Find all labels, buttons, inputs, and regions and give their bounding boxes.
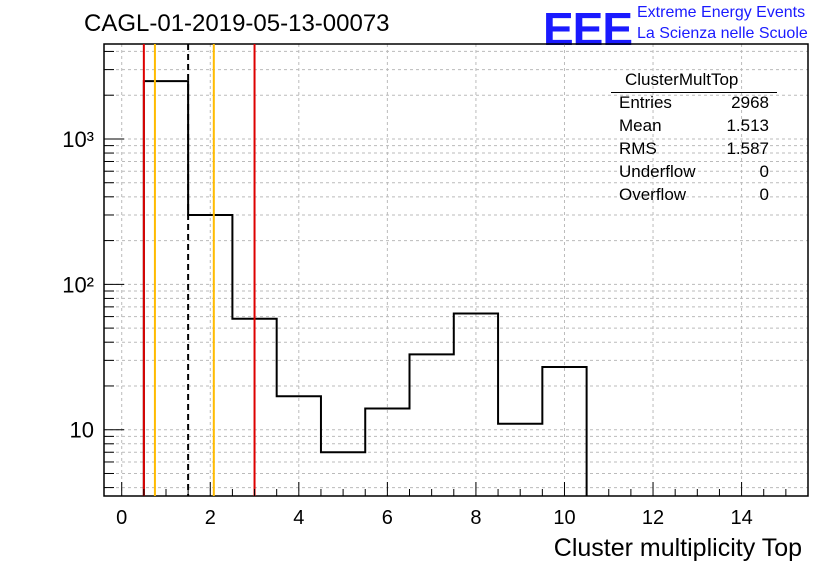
stats-value: 1.513 xyxy=(726,116,769,135)
eee-logo: EEE xyxy=(543,3,633,55)
stats-title: ClusterMultTop xyxy=(625,70,739,89)
x-tick-label: 2 xyxy=(205,507,216,529)
stats-label: Overflow xyxy=(619,185,687,204)
y-tick-label: 10² xyxy=(62,272,94,297)
stats-value: 1.587 xyxy=(726,139,769,158)
stats-row-mean: Mean 1.513 xyxy=(619,116,769,136)
y-tick-label: 10³ xyxy=(62,127,94,152)
stats-divider xyxy=(611,92,777,93)
stats-label: Entries xyxy=(619,93,672,112)
x-tick-label: 14 xyxy=(730,507,752,529)
stats-value: 0 xyxy=(759,162,769,181)
plot-frame xyxy=(103,43,809,497)
stats-value: 2968 xyxy=(731,93,769,112)
stats-label: Underflow xyxy=(619,162,696,181)
logo-line-1: Extreme Energy Events xyxy=(637,4,806,21)
x-tick-label: 6 xyxy=(382,507,393,529)
x-tick-label: 4 xyxy=(293,507,304,529)
stats-label: RMS xyxy=(619,139,657,158)
stats-value: 0 xyxy=(759,185,769,204)
logo-line-2: La Scienza nelle Scuole xyxy=(637,25,808,42)
stats-label: Mean xyxy=(619,116,662,135)
x-axis-label: Cluster multiplicity Top xyxy=(553,534,802,562)
x-tick-label: 10 xyxy=(553,507,575,529)
x-tick-label: 8 xyxy=(470,507,481,529)
x-tick-label: 12 xyxy=(642,507,664,529)
x-tick-label: 0 xyxy=(116,507,127,529)
stats-row-rms: RMS 1.587 xyxy=(619,139,769,159)
chart-title: CAGL-01-2019-05-13-00073 xyxy=(84,10,390,37)
stats-row-overflow: Overflow 0 xyxy=(619,185,769,205)
histogram-series xyxy=(142,80,588,496)
stats-row-underflow: Underflow 0 xyxy=(619,162,769,182)
y-tick-label: 10 xyxy=(70,418,94,443)
stats-row-entries: Entries 2968 xyxy=(619,93,769,113)
